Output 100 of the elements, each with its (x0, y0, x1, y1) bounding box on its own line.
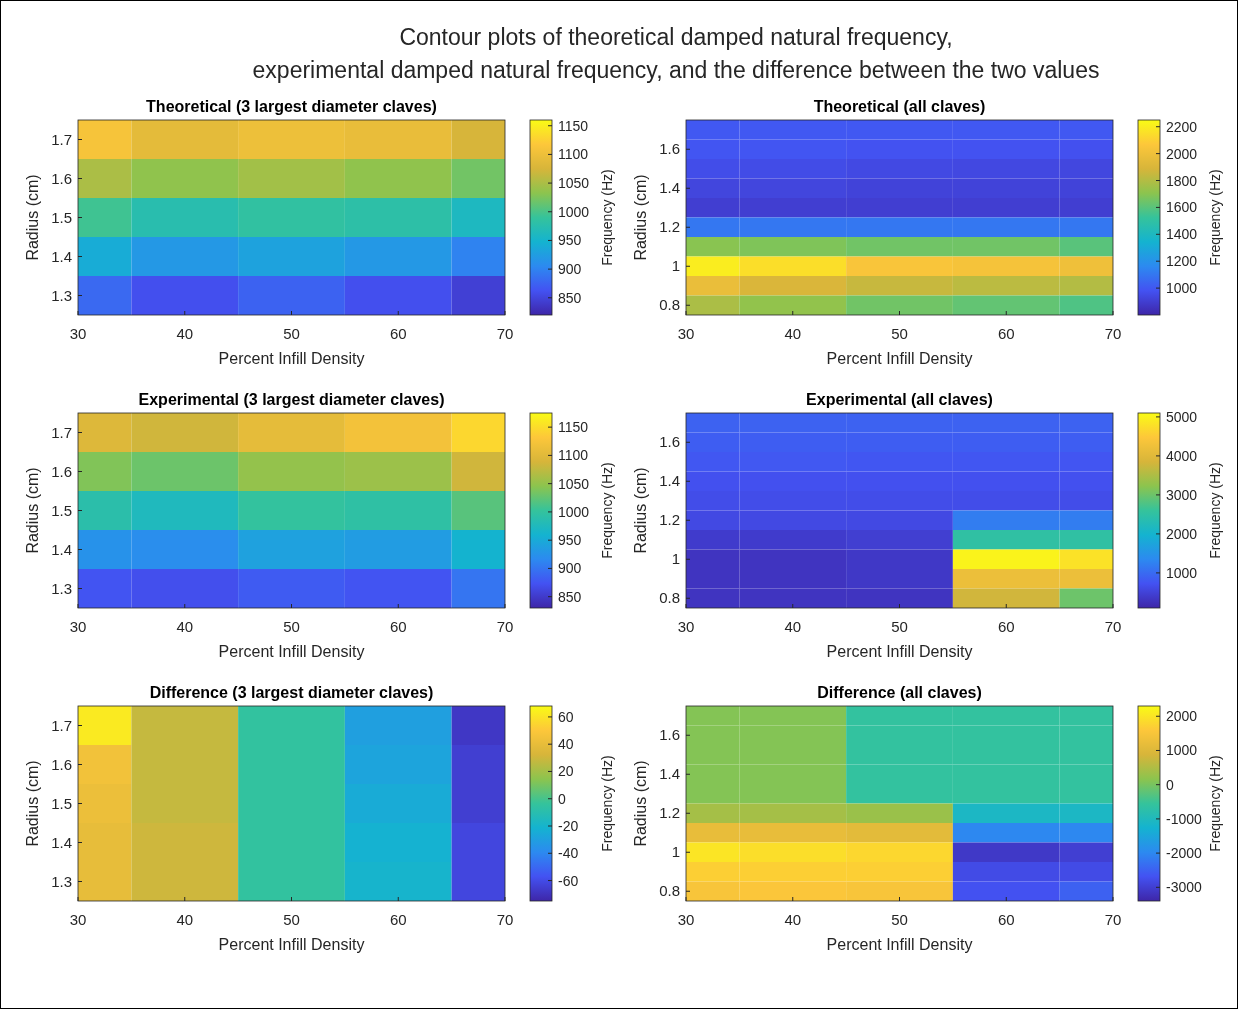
chart-title: Difference (3 largest diameter claves) (149, 684, 434, 701)
color-bar-label: -40 (558, 845, 579, 862)
y-tick-label: 1.5 (51, 501, 72, 519)
color-bar-title: Frequency (Hz) (599, 462, 615, 559)
x-tick-label: 30 (677, 618, 695, 635)
color-bar-label: 1150 (558, 117, 589, 134)
color-bar-label: 1050 (558, 475, 590, 492)
x-tick-label: 50 (891, 325, 908, 342)
chart-title: Experimental (all claves) (806, 391, 993, 408)
x-tick-label: 30 (677, 325, 695, 342)
x-tick-label: 70 (1104, 618, 1122, 635)
color-bar-label: 1150 (558, 419, 589, 436)
color-bar-label: -60 (558, 872, 579, 889)
y-tick-label: 1.4 (659, 472, 680, 490)
x-axis-title: Percent Infill Density (826, 643, 973, 660)
color-bar-label: 1600 (1166, 199, 1198, 216)
y-tick-label: 1.4 (659, 765, 680, 783)
color-bar-label: 1200 (1166, 253, 1198, 270)
x-tick-label: 60 (997, 325, 1015, 342)
color-bar-label: 1000 (1166, 742, 1198, 759)
x-tick-label: 40 (176, 618, 194, 635)
color-bar-label: 900 (558, 261, 582, 278)
color-bar-label: 2200 (1166, 118, 1198, 135)
y-tick-label: 0.8 (659, 296, 680, 314)
color-bar-label: -3000 (1166, 879, 1203, 896)
x-tick-label: 30 (69, 618, 87, 635)
color-bar-label: 5000 (1166, 408, 1198, 425)
y-tick-label: 1.5 (51, 794, 72, 812)
color-bar-label: 950 (558, 232, 582, 249)
color-bar-label: 850 (558, 289, 582, 306)
x-tick-label: 40 (784, 618, 802, 635)
color-bar-label: -1000 (1166, 810, 1203, 827)
x-axis-title: Percent Infill Density (218, 350, 365, 367)
x-axis-title: Percent Infill Density (826, 936, 973, 953)
y-tick-label: 1.7 (51, 716, 72, 734)
y-tick-label: 1.6 (51, 169, 72, 187)
color-bar-label: 900 (558, 560, 582, 577)
color-bar-title: Frequency (Hz) (599, 755, 615, 852)
x-tick-label: 70 (496, 325, 514, 342)
y-tick-label: 1.6 (51, 755, 72, 773)
color-bar-title: Frequency (Hz) (599, 169, 615, 266)
y-axis-title: Radius (cm) (632, 174, 649, 261)
y-tick-label: 1.2 (659, 804, 680, 822)
y-tick-label: 0.8 (659, 589, 680, 607)
y-tick-label: 1 (671, 843, 680, 861)
y-axis-title: Radius (cm) (24, 467, 41, 554)
x-tick-label: 60 (389, 618, 407, 635)
color-bar-label: 4000 (1166, 447, 1198, 464)
y-tick-label: 1.4 (51, 833, 72, 851)
color-bar-label: 1100 (558, 146, 589, 163)
color-bar-label: 3000 (1166, 486, 1198, 503)
y-tick-label: 0.8 (659, 882, 680, 900)
y-tick-label: 1.3 (51, 579, 72, 597)
color-bar-title: Frequency (Hz) (1207, 755, 1223, 852)
x-tick-label: 50 (283, 618, 300, 635)
color-bar-label: 0 (1166, 776, 1174, 793)
x-axis-title: Percent Infill Density (218, 936, 365, 953)
color-bar-label: 1800 (1166, 172, 1198, 189)
y-tick-label: 1.2 (659, 218, 680, 236)
x-tick-label: 70 (1104, 325, 1122, 342)
color-bar-label: 20 (558, 763, 574, 780)
x-axis-title: Percent Infill Density (218, 643, 365, 660)
color-bar-title: Frequency (Hz) (1207, 169, 1223, 266)
chart-title: Theoretical (all claves) (813, 98, 986, 115)
x-tick-label: 70 (1104, 911, 1122, 928)
color-bar-label: 1000 (558, 203, 590, 220)
x-tick-label: 60 (997, 618, 1015, 635)
x-tick-label: 40 (176, 911, 194, 928)
y-tick-label: 1.4 (659, 179, 680, 197)
color-bar-label: 40 (558, 736, 574, 753)
color-bar-label: 1050 (558, 175, 590, 192)
x-axis-title: Percent Infill Density (826, 350, 973, 367)
y-tick-label: 1.6 (659, 140, 680, 158)
y-tick-label: 1.6 (51, 462, 72, 480)
color-bar-label: -20 (558, 818, 579, 834)
x-tick-label: 40 (784, 325, 802, 342)
y-tick-label: 1.6 (659, 726, 680, 744)
x-tick-label: 70 (496, 911, 514, 928)
x-tick-label: 60 (389, 325, 407, 342)
y-tick-label: 1.6 (659, 433, 680, 451)
x-tick-label: 70 (496, 618, 514, 635)
color-bar-label: 2000 (1166, 145, 1198, 162)
x-tick-label: 30 (69, 325, 87, 342)
color-bar-label: 2000 (1166, 708, 1198, 725)
color-bar-label: 0 (558, 790, 566, 807)
x-tick-label: 30 (69, 911, 87, 928)
x-tick-label: 60 (997, 911, 1015, 928)
color-bar-label: 1400 (1166, 226, 1198, 243)
chart-title: Difference (all claves) (817, 684, 982, 701)
color-bar-label: 1100 (558, 447, 589, 464)
color-bar-label: 60 (558, 708, 574, 725)
x-tick-label: 30 (677, 911, 695, 928)
y-tick-label: 1 (671, 257, 680, 275)
y-tick-label: 1.2 (659, 511, 680, 529)
y-tick-label: 1.7 (51, 423, 72, 441)
y-axis-title: Radius (cm) (24, 760, 41, 847)
y-tick-label: 1 (671, 550, 680, 568)
y-tick-label: 1.7 (51, 130, 72, 148)
color-bar-label: 1000 (1166, 280, 1198, 297)
chart-title: Theoretical (3 largest diameter claves) (146, 98, 437, 115)
